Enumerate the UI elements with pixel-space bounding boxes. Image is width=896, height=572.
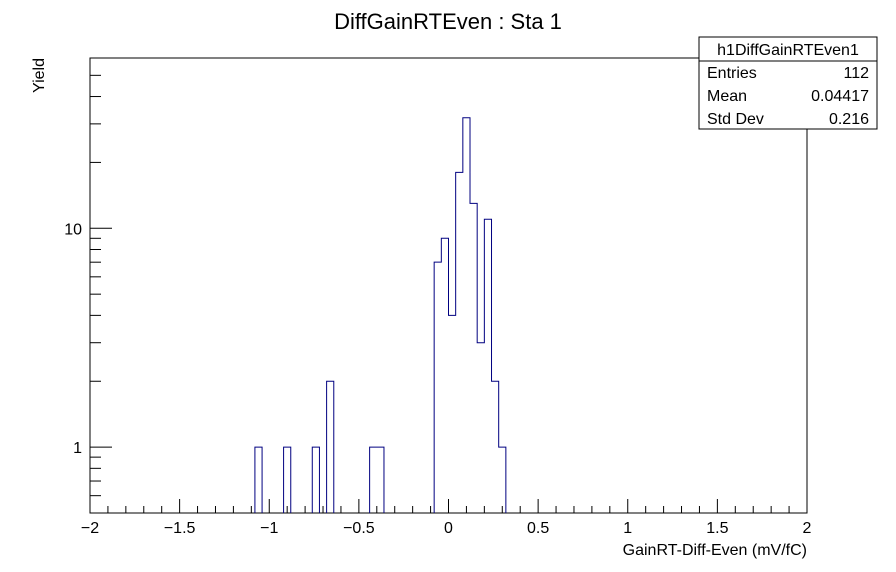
histogram-bins	[255, 118, 506, 513]
y-tick-label: 1	[73, 440, 82, 457]
x-tick-label: −2	[81, 520, 99, 537]
stats-entries-label: Entries	[707, 65, 757, 82]
x-tick-label: −1	[260, 520, 278, 537]
x-axis-label: GainRT-Diff-Even (mV/fC)	[623, 542, 807, 559]
histogram-bin	[284, 447, 291, 513]
stats-box-name: h1DiffGainRTEven1	[717, 42, 859, 59]
x-tick-label: 1	[623, 520, 632, 537]
histogram-bin	[456, 172, 463, 513]
y-tick-label: 10	[64, 221, 82, 238]
y-axis-tick-labels: 1 10	[64, 221, 82, 457]
stats-stddev-label: Std Dev	[707, 111, 764, 128]
x-tick-label: −0.5	[343, 520, 375, 537]
x-axis-tick-labels: −2 −1.5 −1 −0.5 0 0.5 1 1.5 2	[81, 520, 812, 537]
histogram-bin	[370, 447, 377, 513]
histogram-bin	[463, 118, 470, 513]
histogram-bin	[484, 219, 491, 513]
x-tick-label: 0.5	[527, 520, 549, 537]
histogram-outline	[254, 117, 507, 513]
histogram-bin	[449, 315, 456, 513]
histogram-bin	[255, 447, 262, 513]
x-tick-label: 1.5	[706, 520, 728, 537]
stats-mean-label: Mean	[707, 88, 747, 105]
histogram-bin	[434, 262, 441, 513]
stats-mean-value: 0.04417	[811, 88, 869, 105]
y-axis-label: Yield	[31, 58, 48, 93]
histogram-bin	[492, 381, 499, 513]
histogram-bin	[477, 343, 484, 513]
stats-box: h1DiffGainRTEven1 Entries 112 Mean 0.044…	[698, 36, 878, 130]
histogram-bin	[470, 203, 477, 513]
stats-box-frame	[698, 36, 878, 130]
histogram-bin	[441, 238, 448, 513]
histogram-bin	[377, 447, 384, 513]
x-tick-label: 2	[803, 520, 812, 537]
histogram-bin	[312, 447, 319, 513]
stats-entries-value: 112	[843, 65, 869, 82]
x-tick-label: 0	[444, 520, 453, 537]
x-axis-ticks	[89, 499, 808, 513]
y-axis-ticks	[90, 57, 112, 514]
histogram-bin	[499, 447, 506, 513]
stats-stddev-value: 0.216	[829, 111, 869, 128]
x-tick-label: −1.5	[164, 520, 196, 537]
chart-title: DiffGainRTEven : Sta 1	[334, 9, 562, 34]
histogram-bin	[327, 381, 334, 513]
